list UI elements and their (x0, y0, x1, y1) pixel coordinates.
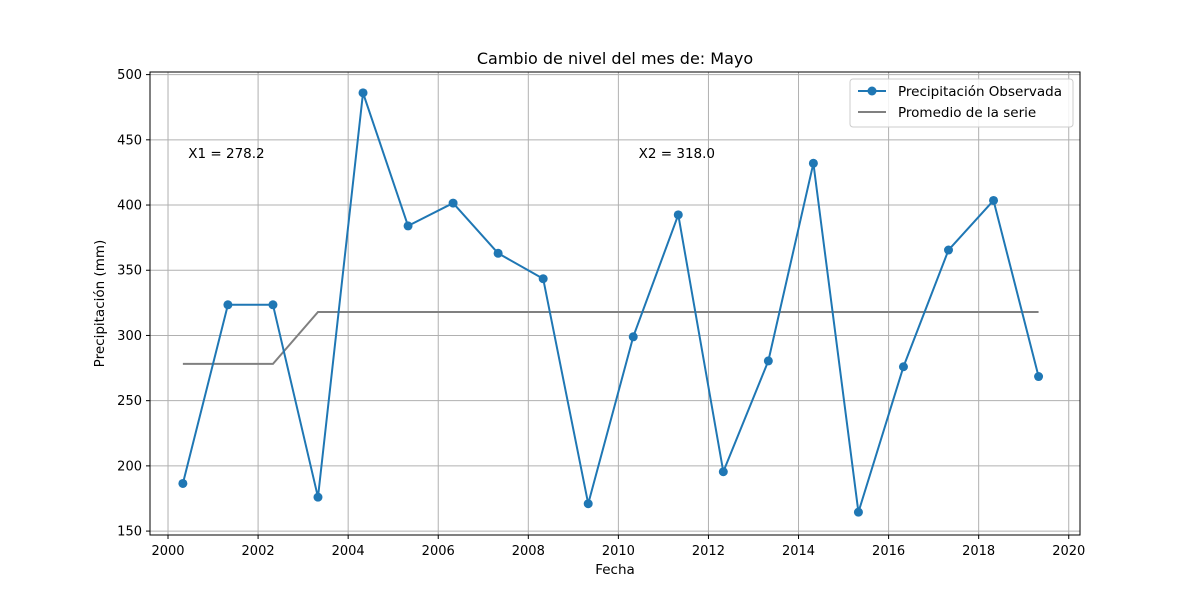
y-tick-label: 500 (117, 68, 142, 83)
x-tick-label: 2006 (422, 544, 455, 559)
observed-data-point (538, 274, 548, 284)
x-tick-label: 2018 (962, 544, 995, 559)
observed-data-point (763, 356, 773, 366)
axis-ticks: 2000 2002 2004 2006 2008 2010 2012 2014 2016 2018… (117, 68, 1085, 559)
observed-data-point (448, 198, 458, 208)
y-tick-label: 450 (117, 133, 142, 148)
observed-data-point (313, 492, 323, 502)
observed-data-point (178, 478, 188, 488)
annotations: X1 = 278.2 X2 = 318.0 (188, 146, 715, 162)
mean-annotation: X1 = 278.2 (188, 146, 264, 162)
y-tick-label: 350 (117, 264, 142, 279)
observed-data-point (718, 467, 728, 477)
legend: Precipitación Observada Promedio de la s… (849, 78, 1074, 128)
legend-box (849, 78, 1074, 128)
observed-data-point (223, 300, 233, 310)
observed-data-point (493, 248, 503, 258)
observed-data-point (268, 300, 278, 310)
x-tick-label: 2012 (692, 544, 725, 559)
grid-lines (150, 72, 1080, 535)
x-tick-label: 2010 (602, 544, 635, 559)
chart-title: Cambio de nivel del mes de: Mayo (477, 49, 753, 68)
legend-label-observed: Precipitación Observada (898, 84, 1062, 100)
mean-series-line (182, 310, 1039, 365)
x-tick-label: 2004 (332, 544, 365, 559)
y-tick-label: 150 (117, 525, 142, 540)
observed-data-point (358, 88, 368, 98)
y-tick-label: 300 (117, 329, 142, 344)
legend-label-mean: Promedio de la serie (898, 105, 1036, 121)
y-axis-title: Precipitación (mm) (92, 240, 108, 368)
observed-data-point (898, 362, 908, 372)
x-tick-label: 2014 (782, 544, 815, 559)
x-tick-label: 2000 (151, 544, 184, 559)
x-tick-label: 2002 (242, 544, 275, 559)
observed-data-point (583, 499, 593, 509)
series-layer (178, 88, 1044, 517)
observed-data-point (853, 507, 863, 517)
x-axis-title: Fecha (595, 562, 635, 578)
observed-series-line (181, 91, 1040, 514)
observed-data-point (1034, 372, 1044, 382)
y-tick-label: 250 (117, 394, 142, 409)
y-tick-label: 400 (117, 199, 142, 214)
x-tick-label: 2016 (872, 544, 905, 559)
observed-data-point (673, 210, 683, 220)
observed-data-point (628, 332, 638, 342)
legend-marker-observed (867, 86, 877, 96)
observed-data-point (989, 195, 999, 205)
y-tick-label: 200 (117, 459, 142, 474)
observed-data-point (403, 221, 413, 231)
observed-data-point (943, 245, 953, 255)
observed-data-point (808, 158, 818, 168)
x-tick-label: 2020 (1052, 544, 1085, 559)
plot-frame (149, 71, 1081, 536)
x-tick-label: 2008 (512, 544, 545, 559)
mean-annotation: X2 = 318.0 (639, 146, 715, 162)
